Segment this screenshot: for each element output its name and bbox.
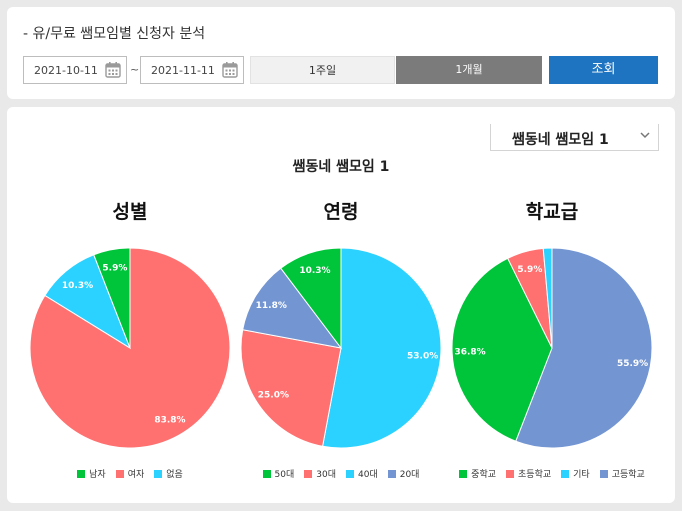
legend-item-없음[interactable]: 없음	[154, 467, 183, 480]
legend-swatch	[115, 469, 124, 478]
legend-label: 기타	[573, 470, 590, 480]
legend-label: 고등학교	[611, 470, 645, 480]
pie-slice-40대[interactable]	[322, 247, 442, 449]
meeting-select-value: 쌤동네 쌤모임 1	[512, 132, 609, 148]
start-date-input[interactable]: 2021-10-11	[23, 56, 127, 84]
legend-swatch	[459, 469, 468, 478]
pie-title: 성별	[112, 201, 148, 223]
legend-label: 남자	[89, 470, 106, 480]
legend-item-남자[interactable]: 남자	[77, 467, 106, 480]
pie-title: 연령	[323, 201, 359, 223]
legend-swatch	[304, 469, 313, 478]
pie-slice-중학교[interactable]	[451, 257, 553, 442]
pie-slice-50대[interactable]	[280, 247, 342, 350]
legend-swatch	[599, 469, 608, 478]
legend-item-여자[interactable]: 여자	[115, 467, 145, 480]
pie-svg: 55.9% 36.8% 5.9%	[451, 247, 653, 449]
legend-label: 초등학교	[518, 470, 552, 480]
legend-label: 50대	[274, 470, 295, 480]
pie-title: 학교급	[525, 201, 579, 223]
chevron-down-icon	[640, 132, 650, 139]
pie-slice-남자[interactable]	[93, 247, 131, 349]
pie-legend: 중학교 초등학교 기타 고등학교	[447, 467, 657, 480]
pie-slice-고등학교[interactable]	[515, 247, 653, 449]
legend-swatch	[506, 469, 515, 478]
legend-swatch	[154, 469, 163, 478]
calendar-icon[interactable]	[104, 61, 122, 79]
one-week-button[interactable]: 1주일	[250, 56, 395, 84]
pie-data-label: 25.0%	[258, 390, 289, 400]
chart-panel: 쌤동네 쌤모임 1 쌤동네 쌤모임 1 성별 83.8% 10.3% 5.9% 남자…	[7, 107, 675, 503]
pie-data-label: 5.9%	[102, 263, 127, 273]
section-title: - 유/무료 쌤모임별 신청자 분석	[23, 26, 206, 42]
legend-label: 중학교	[471, 470, 497, 480]
search-button[interactable]: 조회	[549, 56, 658, 84]
legend-item-30대[interactable]: 30대	[304, 467, 336, 480]
pie-data-label: 10.3%	[62, 281, 93, 291]
start-date-value: 2021-10-11	[34, 64, 98, 77]
legend-label: 20대	[399, 470, 420, 480]
pie-data-label: 83.8%	[154, 416, 185, 426]
pie-slice-기타[interactable]	[542, 247, 553, 349]
legend-item-고등학교[interactable]: 고등학교	[599, 467, 645, 480]
meeting-select[interactable]: 쌤동네 쌤모임 1	[490, 124, 659, 151]
legend-item-20대[interactable]: 20대	[387, 467, 420, 480]
legend-item-50대[interactable]: 50대	[262, 467, 295, 480]
legend-item-초등학교[interactable]: 초등학교	[506, 467, 551, 480]
pie-svg: 83.8% 10.3% 5.9%	[29, 247, 231, 449]
legend-item-중학교[interactable]: 중학교	[459, 467, 496, 480]
chart-title: 쌤동네 쌤모임 1	[292, 159, 390, 175]
calendar-icon[interactable]	[221, 61, 239, 79]
legend-swatch	[346, 469, 354, 478]
pie-data-label: 10.3%	[299, 266, 330, 276]
pie-legend: 남자 여자 없음	[25, 467, 235, 480]
filter-panel: - 유/무료 쌤모임별 신청자 분석 2021-10-11 ~ 2021-11-…	[7, 7, 675, 99]
school-level-pie-chart: 학교급 55.9% 36.8% 5.9% 중학교 초등학교 기타 고등학교	[447, 191, 657, 491]
one-month-button[interactable]: 1개월	[396, 56, 542, 84]
date-separator: ~	[130, 63, 140, 76]
legend-swatch	[262, 469, 271, 478]
end-date-input[interactable]: 2021-11-11	[140, 56, 244, 84]
gender-pie-chart: 성별 83.8% 10.3% 5.9% 남자 여자 없음	[25, 191, 235, 491]
legend-swatch	[77, 469, 86, 478]
pie-slice-30대[interactable]	[240, 329, 342, 447]
pie-data-label: 55.9%	[617, 359, 648, 369]
end-date-value: 2021-11-11	[151, 64, 215, 77]
legend-label: 30대	[316, 470, 336, 480]
legend-swatch	[561, 469, 570, 478]
pie-data-label: 5.9%	[517, 265, 542, 275]
legend-swatch	[387, 469, 396, 478]
pie-slice-20대[interactable]	[242, 267, 343, 349]
pie-data-label: 11.8%	[256, 301, 287, 311]
legend-item-40대[interactable]: 40대	[346, 467, 378, 480]
legend-label: 없음	[166, 470, 183, 480]
age-pie-chart: 연령 53.0% 25.0% 11.8% 10.3% 50대 30대 40대 20대	[236, 191, 446, 491]
pie-data-label: 53.0%	[407, 352, 438, 362]
legend-label: 40대	[358, 470, 378, 480]
legend-item-기타[interactable]: 기타	[561, 467, 590, 480]
legend-label: 여자	[127, 470, 145, 480]
pie-svg: 53.0% 25.0% 11.8% 10.3%	[240, 247, 442, 449]
pie-legend: 50대 30대 40대 20대	[236, 467, 446, 480]
pie-data-label: 36.8%	[454, 348, 485, 358]
